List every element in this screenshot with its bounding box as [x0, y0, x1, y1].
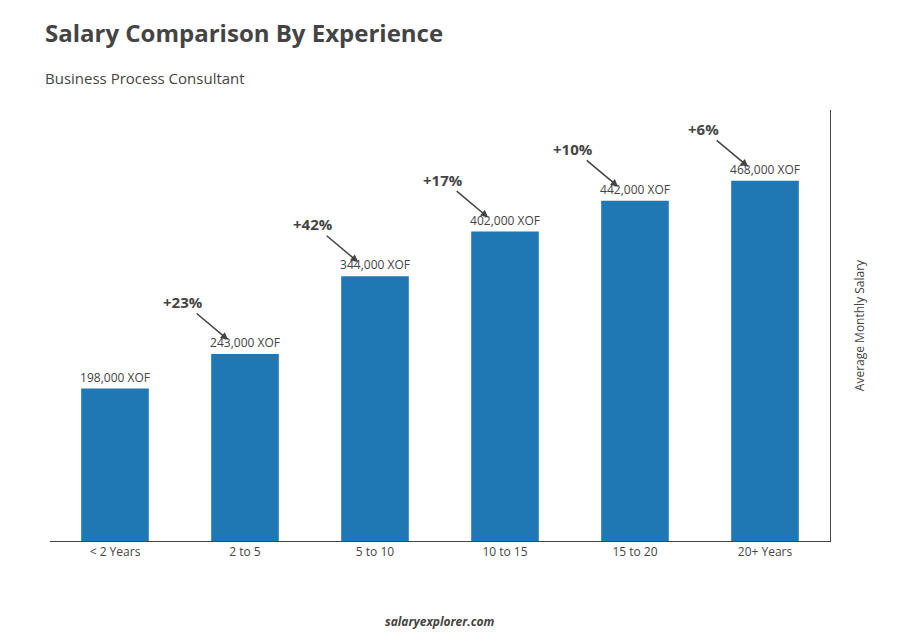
svg-text:10 to 15: 10 to 15 — [482, 543, 527, 560]
svg-text:243,000 XOF: 243,000 XOF — [210, 334, 280, 351]
svg-text:+17%: +17% — [423, 170, 463, 190]
svg-text:20+ Years: 20+ Years — [738, 543, 793, 560]
svg-text:468,000 XOF: 468,000 XOF — [730, 161, 800, 178]
svg-text:344,000 XOF: 344,000 XOF — [340, 256, 410, 273]
svg-text:+42%: +42% — [293, 214, 333, 234]
svg-text:2 to 5: 2 to 5 — [229, 543, 261, 560]
svg-text:< 2 Years: < 2 Years — [90, 543, 141, 560]
svg-text:442,000 XOF: 442,000 XOF — [600, 181, 670, 198]
svg-text:+10%: +10% — [553, 139, 593, 159]
svg-text:402,000 XOF: 402,000 XOF — [470, 212, 540, 229]
svg-text:Salary Comparison By Experienc: Salary Comparison By Experience — [45, 16, 443, 49]
svg-text:5 to 10: 5 to 10 — [356, 543, 394, 560]
svg-text:Average Monthly Salary: Average Monthly Salary — [851, 259, 868, 391]
svg-text:+23%: +23% — [163, 292, 203, 312]
svg-text:15 to 20: 15 to 20 — [612, 543, 657, 560]
svg-text:Business Process Consultant: Business Process Consultant — [45, 68, 245, 88]
svg-text:+6%: +6% — [688, 119, 719, 139]
svg-text:salaryexplorer.com: salaryexplorer.com — [385, 613, 495, 630]
svg-text:198,000 XOF: 198,000 XOF — [80, 369, 150, 386]
